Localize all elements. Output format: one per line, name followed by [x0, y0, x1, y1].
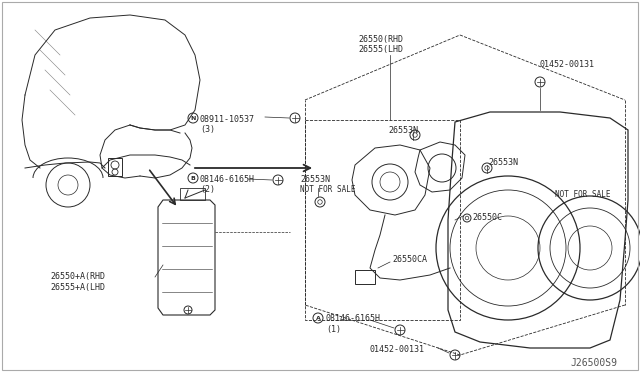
Text: 26553N: 26553N — [488, 158, 518, 167]
Text: 01452-00131: 01452-00131 — [540, 60, 595, 69]
Text: 08911-10537: 08911-10537 — [200, 115, 255, 124]
Text: 26555(LHD: 26555(LHD — [358, 45, 403, 54]
Text: (3): (3) — [200, 125, 215, 134]
Text: (1): (1) — [326, 325, 341, 334]
Text: 01452-00131: 01452-00131 — [370, 345, 425, 354]
Text: 26555+A(LHD: 26555+A(LHD — [50, 283, 105, 292]
Text: NOT FOR SALE: NOT FOR SALE — [555, 190, 611, 199]
Text: (2): (2) — [200, 185, 215, 194]
Text: 26550C: 26550C — [472, 213, 502, 222]
Text: 26550(RHD: 26550(RHD — [358, 35, 403, 44]
Text: 26553N: 26553N — [300, 175, 330, 184]
Text: 26553N: 26553N — [388, 126, 418, 135]
Text: 26550CA: 26550CA — [392, 255, 427, 264]
Text: 08146-6165H: 08146-6165H — [200, 175, 255, 184]
Text: A: A — [316, 315, 321, 321]
Text: 26550+A(RHD: 26550+A(RHD — [50, 272, 105, 281]
Text: J26500S9: J26500S9 — [570, 358, 617, 368]
Text: B: B — [191, 176, 195, 180]
Text: N: N — [190, 115, 196, 121]
Text: 08146-6165H: 08146-6165H — [326, 314, 381, 323]
Text: NOT FOR SALE: NOT FOR SALE — [300, 185, 355, 194]
